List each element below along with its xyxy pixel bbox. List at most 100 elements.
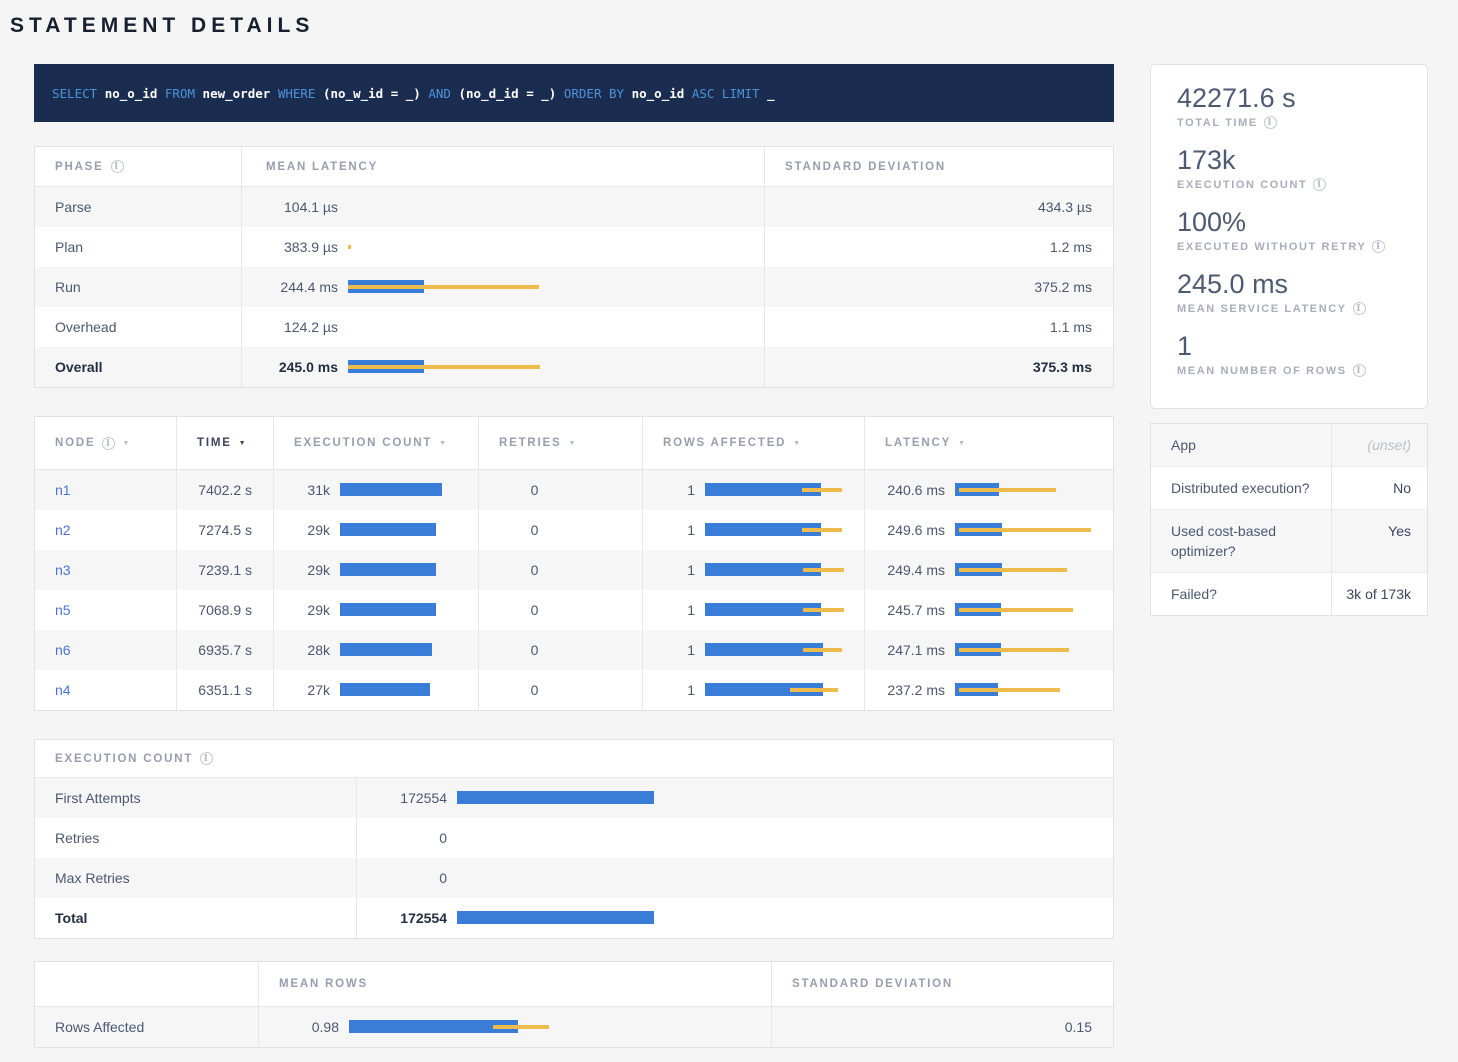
- std-dev-cell: 1.2 ms: [764, 227, 1113, 267]
- column-label: EXECUTION COUNT: [294, 437, 433, 449]
- row-label: First Attempts: [55, 790, 141, 806]
- bar-chart: [705, 683, 854, 697]
- row-label: Total: [55, 910, 88, 926]
- bar-chart: [457, 911, 1103, 925]
- bar-chart: [705, 483, 854, 497]
- summary-stat: 173k EXECUTION COUNT: [1177, 142, 1401, 191]
- stat-value: 1: [1177, 331, 1193, 361]
- mean-rows-cell: 0.98: [258, 1007, 771, 1047]
- mean-latency-cell: 383.9 µs: [241, 227, 764, 267]
- phase-row: Parse 104.1 µs 434.3 µs: [35, 187, 1113, 227]
- phase-row: Overhead 124.2 µs 1.1 ms: [35, 307, 1113, 347]
- node-row: n1 7402.2 s 31k 0 1 240.6 ms: [35, 470, 1113, 510]
- stat-label-text: MEAN NUMBER OF ROWS: [1177, 364, 1347, 377]
- count-cell: 172554: [356, 898, 1113, 938]
- sql-identifier: no_o_id: [631, 85, 685, 101]
- std-dev-bar: [959, 688, 1061, 692]
- info-icon[interactable]: [1352, 364, 1366, 377]
- phase-row: Plan 383.9 µs 1.2 ms: [35, 227, 1113, 267]
- stat-value: 100%: [1177, 207, 1247, 237]
- rows-affected-table-header: MEAN ROWS STANDARD DEVIATION: [35, 962, 1113, 1007]
- node-link[interactable]: n6: [55, 642, 71, 658]
- std-dev-bar: [803, 568, 844, 572]
- rows-affected-table: MEAN ROWS STANDARD DEVIATION Rows Affect…: [34, 961, 1114, 1048]
- column-header-retries[interactable]: RETRIES ▼: [478, 417, 642, 469]
- mean-rows-column-label: MEAN ROWS: [279, 978, 369, 990]
- info-icon[interactable]: [200, 752, 214, 765]
- node-link[interactable]: n5: [55, 602, 71, 618]
- mean-bar: [705, 563, 822, 576]
- side-column: 42271.6 s TOTAL TIME 173k EXECUTION COUNT 10…: [1150, 64, 1428, 1048]
- mean-latency-column-label: MEAN LATENCY: [266, 160, 379, 173]
- column-header-node[interactable]: NODE ▼: [35, 417, 176, 469]
- sql-identifier: (no_d_id = _): [458, 85, 557, 101]
- sql-statement-text: SELECT no_o_id FROM new_order WHERE (no_…: [52, 86, 775, 101]
- info-icon[interactable]: [110, 160, 124, 173]
- mean-latency-cell: 245.0 ms: [241, 347, 764, 387]
- execution-count-value: 28k: [307, 642, 330, 658]
- execution-count-cell: 27k: [273, 670, 478, 710]
- row-label: Rows Affected: [55, 1019, 145, 1035]
- node-cell: n6: [35, 630, 176, 670]
- node-link[interactable]: n4: [55, 682, 71, 698]
- latency-value: 245.7 ms: [887, 602, 945, 618]
- count-value: 0: [439, 830, 447, 846]
- time-cell: 7402.2 s: [176, 470, 273, 510]
- rows-affected-cell: 1: [642, 550, 864, 590]
- execution-count-value: 29k: [307, 602, 330, 618]
- retries-cell: 0: [478, 470, 642, 510]
- bar-chart: [955, 523, 1103, 537]
- phase-table-header: PHASE MEAN LATENCY STANDARD DEVIATION: [35, 147, 1113, 187]
- node-table-body: n1 7402.2 s 31k 0 1 240.6 ms n2 7274.5 s 29k 0 1 24…: [35, 470, 1113, 710]
- stat-value: 42271.6 s: [1177, 83, 1296, 113]
- std-dev-bar: [959, 568, 1068, 572]
- mean-bar: [340, 523, 436, 536]
- info-icon[interactable]: [1352, 302, 1366, 315]
- phase-column-label: PHASE: [55, 160, 104, 173]
- info-icon[interactable]: [102, 436, 116, 450]
- info-icon[interactable]: [1313, 178, 1327, 191]
- bar-chart: [457, 831, 1103, 845]
- bar-chart: [340, 683, 468, 697]
- execution-count-row: First Attempts 172554: [35, 778, 1113, 818]
- node-cell: n4: [35, 670, 176, 710]
- phase-name: Overhead: [55, 319, 117, 335]
- count-cell: 0: [356, 858, 1113, 898]
- column-label: NODE: [55, 437, 96, 449]
- sql-keyword: FROM: [164, 85, 196, 101]
- info-icon[interactable]: [1263, 116, 1277, 129]
- mean-bar: [340, 643, 433, 656]
- summary-stat: 245.0 ms MEAN SERVICE LATENCY: [1177, 266, 1401, 315]
- column-header-time[interactable]: TIME ▼: [176, 417, 273, 469]
- stat-label: EXECUTED WITHOUT RETRY: [1177, 240, 1401, 253]
- sort-arrow-icon: ▼: [958, 439, 967, 447]
- column-header-rows-affected[interactable]: ROWS AFFECTED ▼: [642, 417, 864, 469]
- retries-cell: 0: [478, 550, 642, 590]
- time-cell: 6935.7 s: [176, 630, 273, 670]
- stat-label-text: MEAN SERVICE LATENCY: [1177, 302, 1347, 315]
- execution-count-cell: 31k: [273, 470, 478, 510]
- node-link[interactable]: n2: [55, 522, 71, 538]
- bar-chart: [705, 643, 854, 657]
- row-label: Retries: [55, 830, 100, 846]
- sql-keyword: ORDER BY: [563, 85, 625, 101]
- sort-arrow-icon: ▼: [238, 439, 248, 447]
- std-dev-bar: [348, 285, 539, 289]
- mean-bar: [340, 563, 436, 576]
- node-link[interactable]: n1: [55, 482, 71, 498]
- info-icon[interactable]: [1372, 240, 1386, 253]
- std-dev-cell: 434.3 µs: [764, 187, 1113, 227]
- node-cell: n2: [35, 510, 176, 550]
- node-link[interactable]: n3: [55, 562, 71, 578]
- std-dev-bar: [493, 1025, 549, 1029]
- execution-count-value: 31k: [307, 482, 330, 498]
- sql-identifier: _: [767, 85, 775, 101]
- phase-row: Run 244.4 ms 375.2 ms: [35, 267, 1113, 307]
- detail-row: Distributed execution? No: [1151, 466, 1427, 509]
- latency-value: 249.6 ms: [887, 522, 945, 538]
- count-cell: 0: [356, 818, 1113, 858]
- column-header-execution-count[interactable]: EXECUTION COUNT ▼: [273, 417, 478, 469]
- column-header-latency[interactable]: LATENCY ▼: [864, 417, 1113, 469]
- execution-count-value: 27k: [307, 682, 330, 698]
- mean-latency-cell: 104.1 µs: [241, 187, 764, 227]
